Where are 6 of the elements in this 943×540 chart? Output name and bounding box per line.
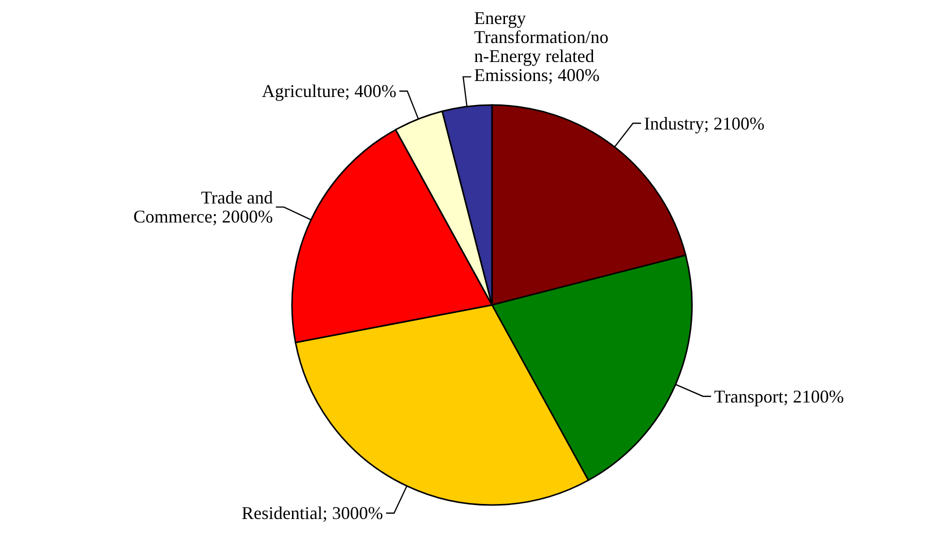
slice-label: Energy Transformation/non-Energy related Emissions; 400% — [474, 8, 609, 85]
slice-label: Trade and Commerce; 2000% — [133, 188, 273, 227]
slice-label: Agriculture; 400% — [262, 81, 396, 102]
slice-label: Residential; 3000% — [242, 503, 384, 524]
slice-label: Industry; 2100% — [644, 113, 764, 134]
slice-label: Transport; 2100% — [714, 386, 844, 406]
